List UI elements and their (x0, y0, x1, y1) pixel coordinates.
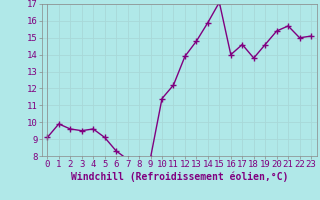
X-axis label: Windchill (Refroidissement éolien,°C): Windchill (Refroidissement éolien,°C) (70, 172, 288, 182)
